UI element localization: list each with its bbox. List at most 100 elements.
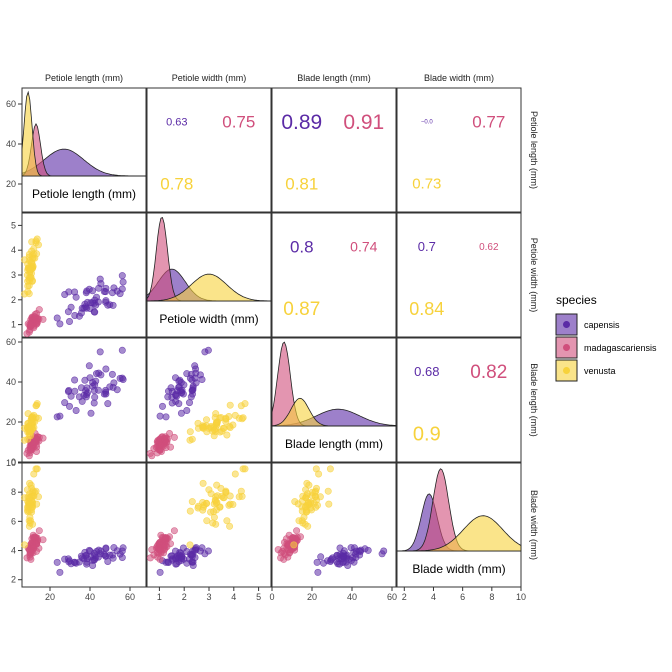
point-venusta bbox=[209, 519, 217, 527]
point-capensis bbox=[317, 553, 325, 561]
point-venusta bbox=[199, 503, 207, 511]
corr-value-madagascariensis: 0.62 bbox=[479, 242, 499, 253]
point-madagascariensis bbox=[39, 315, 47, 323]
point-madagascariensis bbox=[25, 452, 33, 460]
panel-0-0: Petiole length (mm) bbox=[21, 87, 147, 213]
point-capensis bbox=[116, 374, 124, 382]
point-capensis bbox=[172, 397, 180, 405]
point-capensis bbox=[172, 374, 180, 382]
point-venusta bbox=[210, 432, 218, 440]
point-capensis bbox=[104, 400, 112, 408]
point-madagascariensis bbox=[30, 544, 38, 552]
x-tick-label: 2 bbox=[402, 592, 407, 602]
corr-value-venusta: 0.84 bbox=[409, 299, 444, 319]
point-madagascariensis bbox=[274, 546, 282, 554]
point-capensis bbox=[106, 551, 114, 559]
point-madagascariensis bbox=[285, 531, 293, 539]
point-venusta bbox=[229, 500, 237, 508]
point-capensis bbox=[66, 402, 74, 410]
y-tick-label: 4 bbox=[11, 546, 16, 556]
y-tick-label: 1 bbox=[11, 320, 16, 330]
point-venusta bbox=[28, 413, 36, 421]
point-capensis bbox=[118, 346, 126, 354]
point-venusta bbox=[30, 250, 38, 258]
point-capensis bbox=[172, 547, 180, 555]
point-capensis bbox=[96, 348, 104, 356]
y-tick-label: 5 bbox=[11, 220, 16, 230]
point-venusta bbox=[199, 424, 207, 432]
point-venusta bbox=[210, 426, 218, 434]
density-venusta bbox=[271, 397, 396, 427]
x-tick-label: 60 bbox=[387, 592, 397, 602]
point-madagascariensis bbox=[154, 544, 162, 552]
point-madagascariensis bbox=[30, 322, 38, 330]
diag-label: Petiole width (mm) bbox=[159, 312, 258, 326]
point-capensis bbox=[333, 558, 341, 566]
y-tick-label: 3 bbox=[11, 270, 16, 280]
point-capensis bbox=[116, 290, 124, 298]
point-venusta bbox=[199, 479, 207, 487]
point-capensis bbox=[89, 299, 97, 307]
point-venusta bbox=[219, 494, 227, 502]
point-capensis bbox=[319, 559, 327, 567]
right-strip-label: Blade width (mm) bbox=[529, 490, 539, 560]
panel-1-3: 0.7 0.62 0.84 bbox=[396, 212, 522, 338]
point-capensis bbox=[347, 556, 355, 564]
top-strip-label: Blade length (mm) bbox=[297, 73, 371, 83]
point-capensis bbox=[64, 555, 72, 563]
x-tick-label: 40 bbox=[347, 592, 357, 602]
point-madagascariensis bbox=[162, 534, 170, 542]
point-capensis bbox=[53, 314, 61, 322]
point-venusta bbox=[186, 428, 194, 436]
point-venusta bbox=[305, 481, 313, 489]
point-venusta bbox=[203, 416, 211, 424]
point-capensis bbox=[53, 413, 61, 421]
y-tick-label: 6 bbox=[11, 516, 16, 526]
point-capensis bbox=[72, 293, 80, 301]
point-capensis bbox=[89, 561, 97, 569]
point-capensis bbox=[97, 280, 105, 288]
point-venusta bbox=[203, 517, 211, 525]
point-capensis bbox=[347, 544, 355, 552]
point-capensis bbox=[186, 399, 194, 407]
point-capensis bbox=[83, 560, 91, 568]
point-venusta bbox=[26, 513, 34, 521]
point-madagascariensis bbox=[280, 555, 288, 563]
panel-0-2: 0.89 0.91 0.81 bbox=[271, 87, 397, 213]
point-madagascariensis bbox=[293, 527, 301, 535]
point-madagascariensis bbox=[162, 434, 170, 442]
point-capensis bbox=[85, 362, 93, 370]
point-capensis bbox=[113, 386, 121, 394]
point-venusta bbox=[312, 465, 320, 473]
panel-border bbox=[271, 212, 397, 338]
point-venusta bbox=[239, 414, 247, 422]
x-tick-label: 10 bbox=[516, 592, 526, 602]
point-venusta bbox=[294, 500, 302, 508]
point-venusta bbox=[219, 424, 227, 432]
point-capensis bbox=[339, 549, 347, 557]
point-capensis bbox=[329, 554, 337, 562]
panel-3-3: Blade width (mm) bbox=[396, 462, 522, 588]
point-madagascariensis bbox=[148, 452, 156, 460]
point-capensis bbox=[110, 379, 118, 387]
point-venusta bbox=[194, 419, 202, 427]
point-venusta bbox=[226, 423, 234, 431]
point-capensis bbox=[104, 557, 112, 565]
point-venusta bbox=[210, 500, 218, 508]
point-capensis bbox=[102, 390, 110, 398]
legend-label-venusta: venusta bbox=[584, 366, 616, 376]
legend-label-capensis: capensis bbox=[584, 320, 620, 330]
right-strip-label: Petiole width (mm) bbox=[529, 238, 539, 313]
point-capensis bbox=[186, 374, 194, 382]
x-tick-label: 6 bbox=[460, 592, 465, 602]
point-capensis bbox=[78, 554, 86, 562]
panel-3-2 bbox=[271, 462, 397, 588]
corr-value-capensis: −​0.​0 bbox=[421, 120, 434, 126]
point-capensis bbox=[156, 412, 164, 420]
legend-key-point bbox=[562, 320, 570, 328]
point-capensis bbox=[102, 284, 110, 292]
y-tick-label: 10 bbox=[6, 458, 16, 468]
right-strip-label: Blade length (mm) bbox=[529, 363, 539, 437]
x-tick-label: 20 bbox=[45, 592, 55, 602]
